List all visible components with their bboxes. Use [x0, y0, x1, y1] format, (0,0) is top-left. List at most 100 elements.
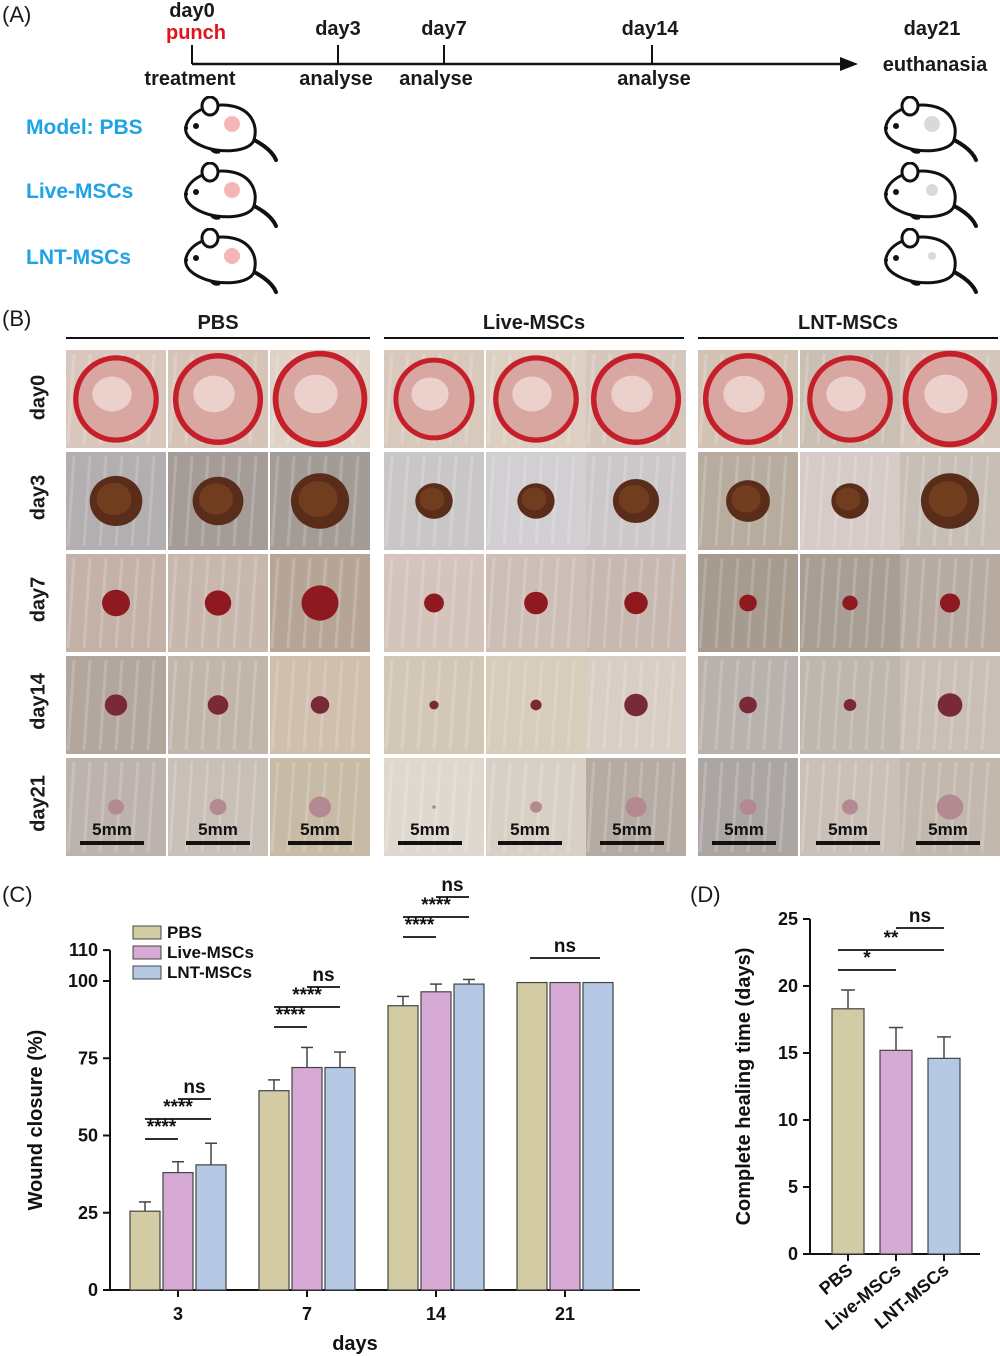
y-tick-label: 0 — [788, 1244, 798, 1264]
bar-lnt-mscs — [324, 1066, 356, 1291]
panel-label-c: (C) — [2, 882, 33, 907]
wound-photo — [270, 656, 370, 754]
wound-photo — [168, 350, 268, 448]
wound-mark — [224, 248, 240, 264]
timeline-punch-label: punch — [166, 22, 226, 44]
wound-mark — [224, 116, 240, 132]
bar-lnt-mscs — [582, 981, 614, 1291]
wound-photo — [270, 758, 370, 856]
scale-bar-line — [398, 841, 462, 845]
significance-label: * — [863, 948, 871, 969]
wound-photo — [698, 452, 798, 550]
scale-bar-label: 5mm — [828, 820, 868, 839]
scale-bar-label: 5mm — [928, 820, 968, 839]
mouse-icon — [884, 228, 978, 294]
wound-photo — [900, 350, 1000, 448]
timeline-treatment-label: treatment — [144, 68, 236, 90]
scale-bar: 5mm — [288, 820, 352, 845]
significance-bracket-label: **** — [276, 1005, 306, 1026]
scale-bar-line — [80, 841, 144, 845]
wound-photo — [486, 554, 586, 652]
row-label-day3: day3 — [27, 474, 50, 521]
scale-bar-line — [288, 841, 352, 845]
timeline-day3: day3 — [315, 18, 361, 40]
panel-label-b: (B) — [2, 306, 32, 331]
y-tick-label: 50 — [78, 1126, 98, 1146]
column-rules — [66, 337, 998, 339]
bar-pbs — [129, 1210, 161, 1291]
wound-photo — [270, 554, 370, 652]
x-tick-label: PBS — [815, 1260, 856, 1299]
scale-bar-line — [916, 841, 980, 845]
scale-bar-label: 5mm — [410, 820, 450, 839]
y-axis-label: Complete healing time (days) — [733, 948, 755, 1226]
wound-photo — [586, 554, 686, 652]
wound-photo — [698, 758, 798, 856]
significance-bracket-label: ns — [183, 1077, 205, 1098]
significance-bracket-label: ns — [554, 936, 576, 957]
wound-photo — [384, 452, 484, 550]
scale-bar: 5mm — [600, 820, 664, 845]
scale-bar-line — [186, 841, 250, 845]
y-tick-label: 110 — [69, 940, 98, 960]
timeline-day7-label: analyse — [399, 68, 473, 90]
timeline-day3-label: analyse — [299, 68, 373, 90]
wound-photo — [486, 452, 586, 550]
wound-photo — [66, 554, 166, 652]
column-title-lnt-mscs: LNT-MSCs — [798, 312, 898, 334]
wound-photo — [384, 350, 484, 448]
significance-bracket-label: ns — [312, 965, 334, 986]
wound-closure-chart: 0 25 50 75 100 110 Wound closure (%) days 3 7 14 21… — [25, 880, 640, 1355]
significance-bracket-label: **** — [163, 1097, 193, 1118]
wound-photo — [586, 350, 686, 448]
x-tick-label: 21 — [555, 1304, 575, 1324]
wound-photo — [66, 452, 166, 550]
x-tick-label: 14 — [426, 1304, 446, 1324]
y-tick-label: 10 — [778, 1110, 798, 1130]
scale-bar-line — [712, 841, 776, 845]
column-title-pbs: PBS — [197, 312, 239, 334]
scale-bar-label: 5mm — [92, 820, 132, 839]
y-tick-label: 100 — [68, 971, 98, 991]
scale-bar-line — [498, 841, 562, 845]
timeline-day0: day0 — [169, 0, 215, 22]
bar-lnt-mscs — [195, 1164, 227, 1291]
wound-photo — [800, 758, 900, 856]
mouse-icon — [884, 96, 978, 162]
x-axis-label: days — [332, 1333, 378, 1355]
scale-bar: 5mm — [916, 820, 980, 845]
wound-photo — [900, 758, 1000, 856]
wound-photo — [800, 350, 900, 448]
wound-photo — [66, 758, 166, 856]
wound-photo — [168, 554, 268, 652]
wound-photo — [168, 656, 268, 754]
wound-photo — [698, 554, 798, 652]
group-label-live-mscs: Live-MSCs — [26, 180, 134, 203]
significance-bracket-label: ns — [441, 880, 463, 896]
wound-photo — [800, 656, 900, 754]
mouse-icon — [884, 162, 978, 228]
row-label-day21: day21 — [27, 775, 50, 832]
scale-bar-label: 5mm — [612, 820, 652, 839]
bar-live-mscs — [549, 981, 581, 1291]
wound-photo — [900, 656, 1000, 754]
panel-label-d: (D) — [690, 882, 721, 907]
y-tick-label: 25 — [778, 909, 798, 929]
row-label-day14: day14 — [27, 673, 50, 730]
wound-photo — [384, 554, 484, 652]
column-title-live-mscs: Live-MSCs — [482, 312, 586, 334]
wound-photo — [66, 350, 166, 448]
bar — [927, 1057, 961, 1255]
legend-label: Live-MSCs — [167, 943, 254, 962]
wound-photo — [486, 350, 586, 448]
wound-photo — [698, 350, 798, 448]
wound-mark — [224, 182, 240, 198]
bar-pbs — [258, 1090, 290, 1291]
legend-swatch — [132, 965, 162, 980]
scale-bar-line — [600, 841, 664, 845]
wound-photo — [586, 656, 686, 754]
scale-bar-line — [816, 841, 880, 845]
legend-label: LNT-MSCs — [167, 963, 252, 982]
wound-photo — [586, 452, 686, 550]
wound-mark — [928, 252, 936, 260]
